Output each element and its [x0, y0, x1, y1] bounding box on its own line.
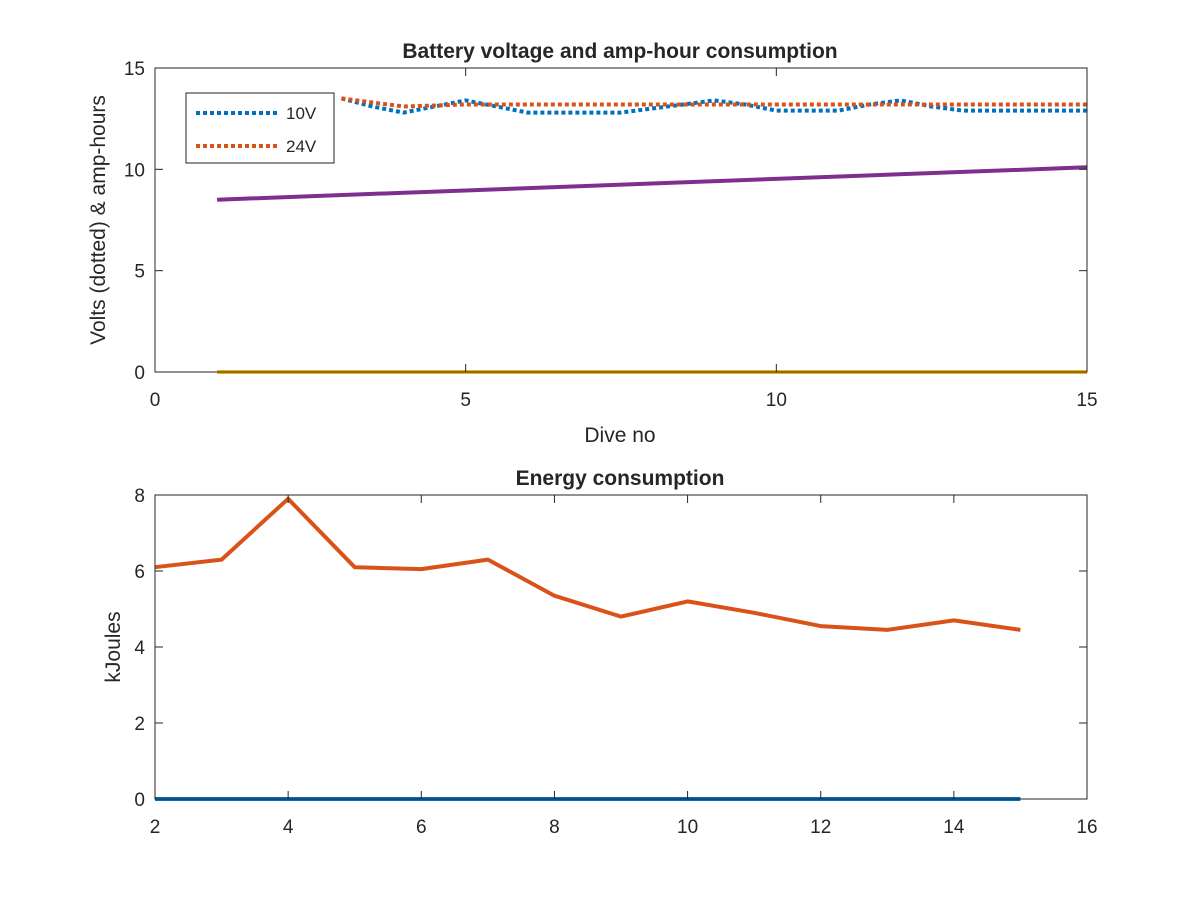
x-tick-label: 12	[810, 817, 831, 838]
y-tick-label: 0	[134, 363, 145, 384]
x-tick-label: 15	[1076, 390, 1097, 411]
y-tick-label: 4	[134, 638, 145, 659]
y-axis-label: kJoules	[102, 611, 125, 682]
x-tick-label: 6	[416, 817, 427, 838]
x-axis-label: Dive no	[584, 424, 655, 447]
series-line-2	[154, 496, 1021, 632]
chart-title: Energy consumption	[516, 467, 725, 490]
x-tick-label: 5	[460, 390, 471, 411]
axis-ticks: 0 5 10 15 0 5 10 15	[124, 59, 1098, 411]
legend-label: 10V	[286, 104, 317, 123]
y-tick-label: 2	[134, 714, 145, 735]
x-tick-label: 14	[943, 817, 965, 838]
y-tick-label: 15	[124, 59, 145, 80]
x-tick-label: 0	[150, 390, 161, 411]
series-line-10v	[340, 96, 1087, 115]
chart-title: Battery voltage and amp-hour consumption	[402, 40, 837, 63]
legend-label: 24V	[286, 137, 317, 156]
battery-voltage-chart: Battery voltage and amp-hour consumption…	[87, 40, 1098, 447]
y-tick-label: 10	[124, 160, 145, 181]
y-tick-label: 5	[134, 262, 145, 283]
x-tick-label: 8	[549, 817, 560, 838]
axes-box	[154, 67, 1088, 373]
x-tick-label: 16	[1076, 817, 1097, 838]
series-line-24v	[341, 96, 1087, 109]
y-axis-label: Volts (dotted) & amp-hours	[87, 95, 110, 345]
y-tick-label: 0	[134, 790, 145, 811]
x-tick-label: 4	[283, 817, 294, 838]
x-tick-label: 2	[150, 817, 161, 838]
y-tick-label: 6	[134, 562, 145, 583]
legend: 10V 24V	[185, 92, 335, 164]
y-tick-label: 8	[134, 486, 145, 507]
series-line-4	[217, 165, 1088, 202]
x-tick-label: 10	[677, 817, 698, 838]
x-tick-label: 10	[766, 390, 787, 411]
legend-box	[185, 92, 335, 164]
